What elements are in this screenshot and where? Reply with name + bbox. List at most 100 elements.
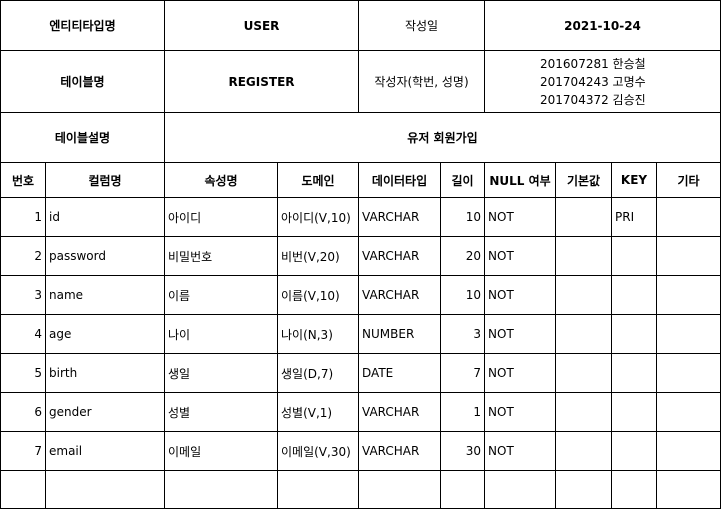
row-etc	[656, 197, 721, 237]
row-column: name	[45, 275, 165, 315]
row-type: VARCHAR	[358, 236, 442, 276]
header-domain: 도메인	[276, 162, 360, 198]
row-etc	[656, 470, 721, 509]
row-null	[484, 470, 557, 509]
header-etc: 기타	[656, 162, 721, 198]
table-row: 3 name 이름 이름(V,10) VARCHAR 10 NOT	[0, 275, 721, 315]
row-domain	[276, 470, 360, 509]
row-column: password	[45, 236, 165, 276]
author-entry: 201704243 고명수	[540, 74, 646, 89]
row-key	[611, 470, 658, 509]
row-default	[555, 197, 613, 237]
row-type: NUMBER	[358, 314, 442, 354]
row-length: 10	[440, 197, 486, 237]
row-column	[45, 470, 165, 509]
row-domain: 생일(D,7)	[276, 353, 360, 393]
author-entry: 201607281 한승철	[540, 56, 646, 71]
table-desc-value: 유저 회원가입	[163, 112, 721, 163]
row-attr: 이름	[164, 275, 278, 315]
author-list: 201607281 한승철 201704243 고명수 201704372 김승…	[484, 50, 721, 113]
row-type	[358, 470, 442, 509]
row-type: VARCHAR	[358, 197, 442, 237]
header-key: KEY	[611, 162, 658, 198]
entity-type-value: USER	[163, 0, 360, 51]
row-null: NOT	[484, 236, 557, 276]
row-null: NOT	[484, 197, 557, 237]
row-key	[611, 275, 658, 315]
row-type: DATE	[358, 353, 442, 393]
row-default	[555, 431, 613, 471]
row-domain: 아이디(V,10)	[276, 197, 360, 237]
table-row: 6 gender 성별 성별(V,1) VARCHAR 1 NOT	[0, 392, 721, 432]
table-row: 5 birth 생일 생일(D,7) DATE 7 NOT	[0, 353, 721, 393]
row-type: VARCHAR	[358, 392, 442, 432]
row-length	[440, 470, 486, 509]
row-null: NOT	[484, 392, 557, 432]
row-no: 3	[0, 275, 46, 315]
row-default	[555, 314, 613, 354]
author-entry: 201704372 김승진	[540, 92, 646, 107]
row-no: 4	[0, 314, 46, 354]
header-attribute-name: 속성명	[164, 162, 278, 198]
row-length: 20	[440, 236, 486, 276]
row-length: 3	[440, 314, 486, 354]
row-default	[555, 275, 613, 315]
row-no: 7	[0, 431, 46, 471]
row-etc	[656, 353, 721, 393]
entity-type-label: 엔티티타입명	[0, 0, 165, 51]
row-etc	[656, 275, 721, 315]
row-no: 5	[0, 353, 46, 393]
row-length: 30	[440, 431, 486, 471]
row-default	[555, 236, 613, 276]
row-column: birth	[45, 353, 165, 393]
row-length: 1	[440, 392, 486, 432]
table-row: 2 password 비밀번호 비번(V,20) VARCHAR 20 NOT	[0, 236, 721, 276]
header-default: 기본값	[555, 162, 613, 198]
header-column-name: 컬럼명	[45, 162, 165, 198]
row-column: age	[45, 314, 165, 354]
row-key	[611, 353, 658, 393]
row-null: NOT	[484, 314, 557, 354]
row-column: email	[45, 431, 165, 471]
row-column: gender	[45, 392, 165, 432]
row-key	[611, 392, 658, 432]
table-desc-label: 테이블설명	[0, 112, 165, 163]
table-name-value: REGISTER	[163, 50, 360, 113]
row-null: NOT	[484, 275, 557, 315]
row-attr: 생일	[164, 353, 278, 393]
row-length: 10	[440, 275, 486, 315]
row-key	[611, 314, 658, 354]
row-etc	[656, 431, 721, 471]
row-attr: 나이	[164, 314, 278, 354]
row-etc	[656, 314, 721, 354]
row-default	[555, 392, 613, 432]
row-key	[611, 236, 658, 276]
row-length: 7	[440, 353, 486, 393]
header-length: 길이	[440, 162, 486, 198]
row-no: 1	[0, 197, 46, 237]
table-name-label: 테이블명	[0, 50, 165, 113]
created-date-value: 2021-10-24	[484, 0, 721, 51]
row-no: 2	[0, 236, 46, 276]
row-attr: 이메일	[164, 431, 278, 471]
row-etc	[656, 236, 721, 276]
header-nullable: NULL 여부	[484, 162, 557, 198]
row-attr: 아이디	[164, 197, 278, 237]
table-row: 4 age 나이 나이(N,3) NUMBER 3 NOT	[0, 314, 721, 354]
table-row: 7 email 이메일 이메일(V,30) VARCHAR 30 NOT	[0, 431, 721, 471]
row-etc	[656, 392, 721, 432]
column-header-row: 번호 컬럼명 속성명 도메인 데이터타입 길이 NULL 여부 기본값 KEY …	[0, 162, 721, 198]
row-key: PRI	[611, 197, 658, 237]
row-domain: 성별(V,1)	[276, 392, 360, 432]
row-attr	[164, 470, 278, 509]
row-domain: 나이(N,3)	[276, 314, 360, 354]
table-row	[0, 470, 721, 509]
row-attr: 비밀번호	[164, 236, 278, 276]
row-type: VARCHAR	[358, 275, 442, 315]
row-null: NOT	[484, 353, 557, 393]
row-domain: 비번(V,20)	[276, 236, 360, 276]
header-data-type: 데이터타입	[358, 162, 442, 198]
row-type: VARCHAR	[358, 431, 442, 471]
row-default	[555, 353, 613, 393]
